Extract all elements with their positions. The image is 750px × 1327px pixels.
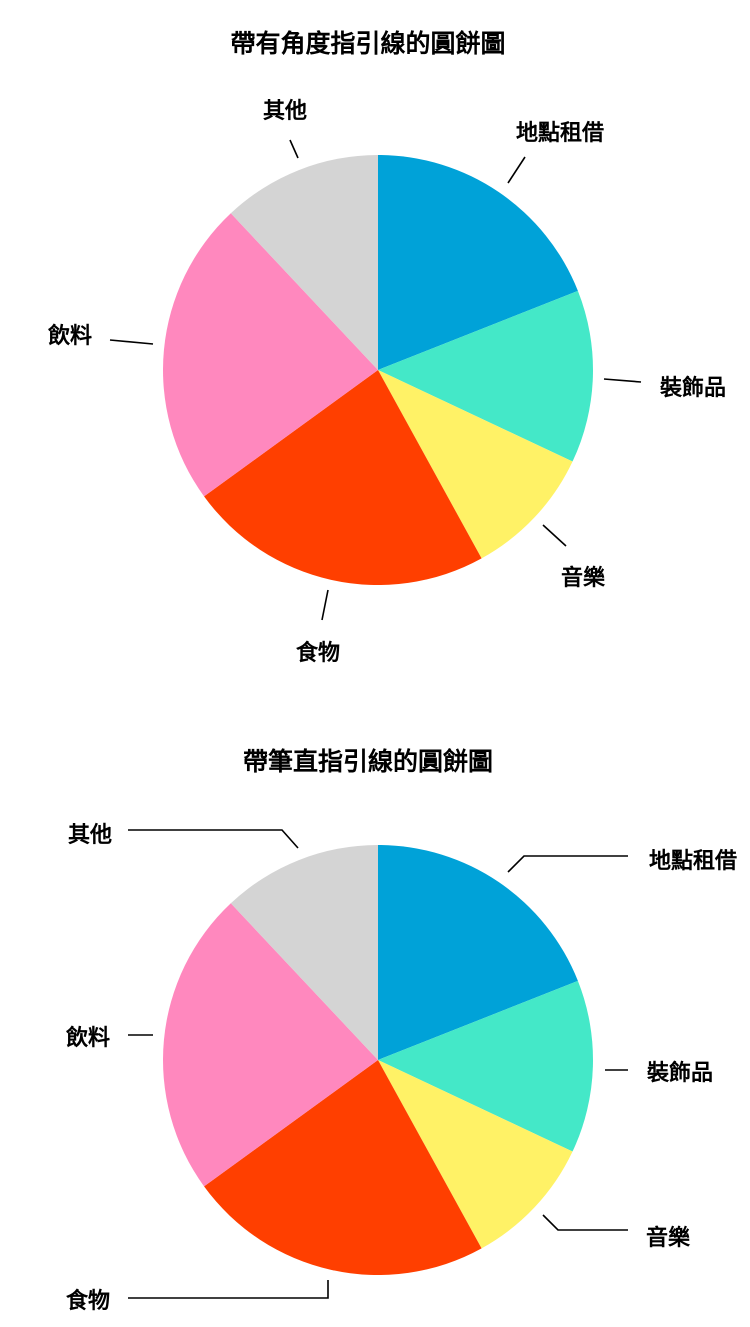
pie-slice	[230, 155, 378, 370]
pie-slice	[204, 370, 482, 586]
pie-slice	[378, 845, 578, 1060]
pie-slice	[378, 1060, 573, 1249]
leader-line	[128, 829, 299, 849]
chart-title-straight: 帶筆直指引線的圓餅圖	[243, 747, 493, 776]
slice-label: 其他	[263, 99, 307, 124]
slice-label: 飲料	[65, 1025, 110, 1051]
leader-line	[289, 139, 299, 159]
leader-line	[603, 378, 642, 383]
leader-line	[507, 855, 628, 873]
leader-line	[321, 589, 329, 621]
pie-slice	[378, 155, 578, 370]
slice-label: 地點租借	[649, 849, 737, 874]
slice-label: 音樂	[561, 565, 606, 591]
leader-line	[542, 1214, 628, 1231]
slice-label: 飲料	[47, 323, 92, 349]
pie-slice	[230, 845, 378, 1060]
slice-label: 音樂	[646, 1225, 691, 1251]
pie-slice	[378, 290, 593, 462]
slice-label: 裝飾品	[646, 1060, 713, 1086]
leader-line	[542, 524, 567, 547]
slice-label: 其他	[68, 823, 112, 848]
leader-line	[109, 339, 154, 345]
leader-line	[128, 1280, 329, 1299]
slice-label: 裝飾品	[659, 375, 726, 401]
leader-line	[507, 156, 526, 184]
chart-title-angled: 帶有角度指引線的圓餅圖	[230, 29, 505, 58]
pie-slice	[378, 980, 593, 1152]
pie-slice	[378, 370, 573, 559]
slice-label: 地點租借	[516, 121, 604, 146]
pie-slice	[162, 213, 378, 497]
pie-slice	[204, 1060, 482, 1275]
pie-slice	[163, 903, 378, 1187]
slice-label: 食物	[296, 640, 340, 666]
slice-label: 食物	[66, 1288, 110, 1314]
